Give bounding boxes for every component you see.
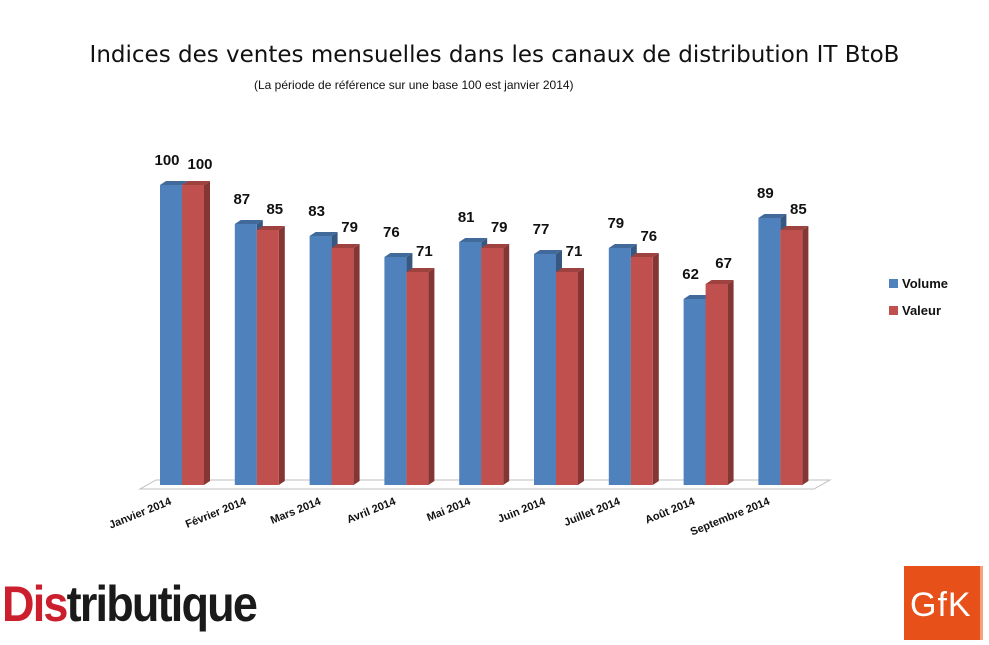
legend-swatch-valeur	[889, 306, 898, 315]
value-label-volume-3: 76	[383, 224, 400, 241]
category-label-6: Juillet 2014	[562, 495, 622, 529]
value-label-volume-1: 87	[233, 191, 250, 208]
logo-part-dark: tributique	[67, 576, 256, 632]
value-label-volume-5: 77	[533, 221, 550, 238]
bar-valeur-7	[706, 280, 734, 485]
category-label-7: Août 2014	[643, 495, 697, 526]
value-label-volume-2: 83	[308, 203, 325, 220]
value-label-valeur-3: 71	[416, 243, 433, 260]
category-label-0: Janvier 2014	[107, 495, 174, 531]
bar-valeur-3	[406, 268, 434, 485]
chart-bars	[160, 181, 808, 485]
value-label-valeur-5: 71	[566, 243, 583, 260]
bar-chart: 100 100 87 85 83 79 76 71 81 79 77 71 79 76 62 67 89 85 J…	[0, 0, 989, 645]
value-label-volume-6: 79	[607, 215, 624, 232]
category-label-4: Mai 2014	[425, 495, 473, 524]
logo-part-red: Dis	[2, 576, 67, 632]
category-label-1: Février 2014	[184, 495, 249, 531]
category-label-2: Mars 2014	[269, 495, 324, 526]
value-label-volume-0: 100	[154, 152, 179, 169]
value-label-valeur-6: 76	[640, 228, 657, 245]
legend-swatch-volume	[889, 279, 898, 288]
value-label-valeur-8: 85	[790, 201, 807, 218]
gfk-logo: GfK	[904, 566, 983, 640]
value-label-valeur-0: 100	[187, 156, 212, 173]
chart-legend: Volume Valeur	[889, 270, 948, 324]
bar-valeur-2	[332, 244, 360, 485]
bar-valeur-6	[631, 253, 659, 485]
legend-label-valeur: Valeur	[902, 303, 941, 318]
legend-item-valeur: Valeur	[889, 297, 948, 324]
category-label-3: Avril 2014	[345, 495, 398, 526]
category-label-5: Juin 2014	[496, 495, 548, 525]
distributique-logo: Distributique	[2, 574, 256, 634]
legend-label-volume: Volume	[902, 276, 948, 291]
bar-valeur-1	[257, 226, 285, 485]
bar-valeur-8	[780, 226, 808, 485]
value-label-valeur-7: 67	[715, 255, 732, 272]
value-label-volume-8: 89	[757, 185, 774, 202]
category-label-8: Septembre 2014	[689, 495, 773, 538]
value-label-valeur-2: 79	[341, 219, 358, 236]
bar-valeur-0	[182, 181, 210, 485]
value-label-valeur-1: 85	[266, 201, 283, 218]
bar-valeur-4	[481, 244, 509, 485]
gfk-logo-text: GfK	[910, 586, 972, 625]
value-label-valeur-4: 79	[491, 219, 508, 236]
value-label-volume-7: 62	[682, 266, 699, 283]
chart-category-labels: Janvier 2014 Février 2014 Mars 2014 Avril 2…	[107, 495, 772, 538]
value-label-volume-4: 81	[458, 209, 475, 226]
bar-valeur-5	[556, 268, 584, 485]
legend-item-volume: Volume	[889, 270, 948, 297]
